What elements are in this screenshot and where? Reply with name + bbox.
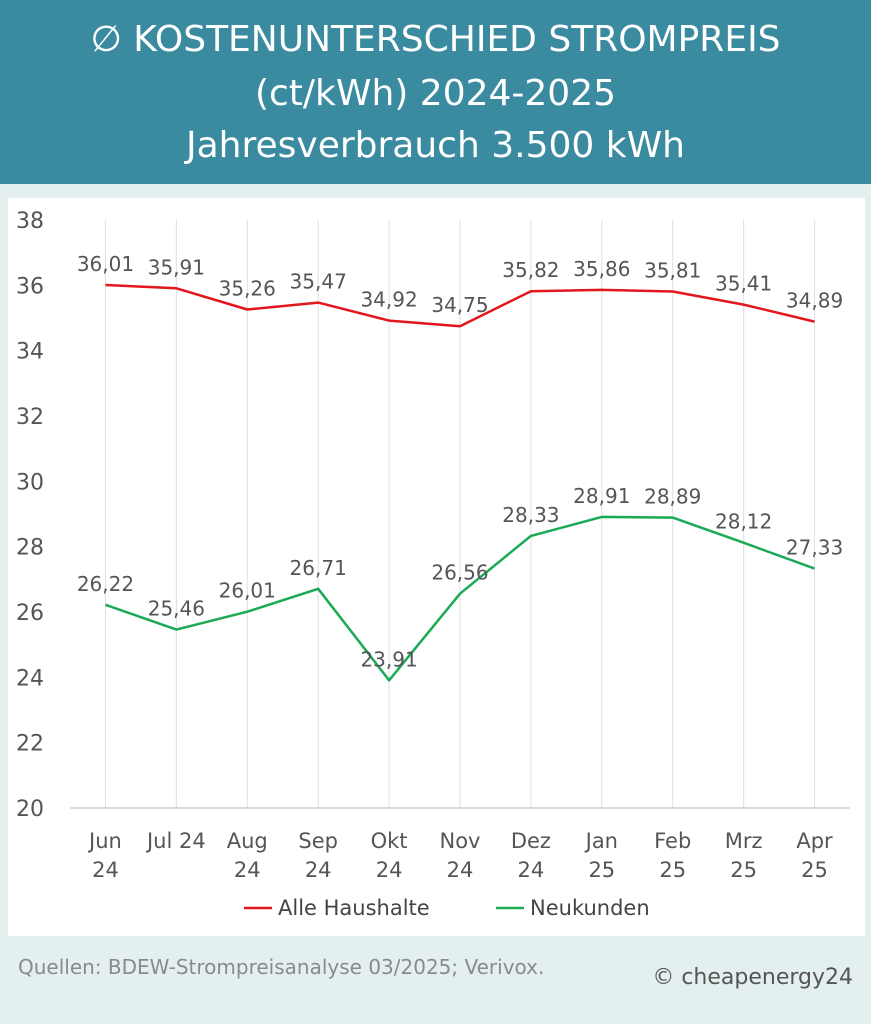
legend-label: Neukunden xyxy=(530,896,650,920)
y-tick-label: 34 xyxy=(16,340,44,365)
y-tick-label: 20 xyxy=(16,797,44,822)
y-tick-label: 30 xyxy=(16,470,44,495)
x-tick-label: Feb 25 xyxy=(654,829,691,882)
data-label: 34,89 xyxy=(786,289,843,313)
data-label: 28,12 xyxy=(715,510,772,534)
x-tick-label: Okt 24 xyxy=(371,829,408,882)
title-banner: ∅ KOSTENUNTERSCHIED STROMPREIS (ct/kWh) … xyxy=(0,0,871,184)
data-label: 35,81 xyxy=(644,259,701,283)
x-tick-label: Aug 24 xyxy=(227,829,268,882)
data-label: 36,01 xyxy=(77,252,134,276)
data-label: 26,01 xyxy=(219,579,276,603)
data-label: 23,91 xyxy=(360,647,417,671)
data-label: 28,89 xyxy=(644,485,701,509)
data-label: 26,71 xyxy=(290,556,347,580)
y-tick-label: 22 xyxy=(16,732,44,757)
data-label: 28,33 xyxy=(502,503,559,527)
chart-panel: 20 22 24 26 28 30 32 34 36 38 Jun 24 Jul 24 Aug 24 Sep… xyxy=(8,198,865,936)
data-label: 25,46 xyxy=(148,597,205,621)
x-tick-label: Dez 24 xyxy=(511,829,551,882)
data-label: 26,56 xyxy=(431,561,488,585)
y-tick-label: 28 xyxy=(16,536,44,561)
data-label: 27,33 xyxy=(786,536,843,560)
data-label: 35,26 xyxy=(219,277,276,301)
y-tick-label: 32 xyxy=(16,405,44,430)
line-chart: 20 22 24 26 28 30 32 34 36 38 Jun 24 Jul 24 Aug 24 Sep… xyxy=(16,209,850,920)
data-label: 35,41 xyxy=(715,272,772,296)
data-label: 35,91 xyxy=(148,255,205,279)
x-tick-label: Jun 24 xyxy=(87,829,122,882)
y-tick-label: 26 xyxy=(16,601,44,626)
data-label: 28,91 xyxy=(573,484,630,508)
data-label: 35,47 xyxy=(290,270,347,294)
data-label: 26,22 xyxy=(77,572,134,596)
x-tick-label: Jan 25 xyxy=(584,829,618,882)
source-note: Quellen: BDEW-Strompreisanalyse 03/2025;… xyxy=(18,955,545,979)
x-tick-label: Mrz 25 xyxy=(725,829,763,882)
title-line-2: (ct/kWh) 2024-2025 xyxy=(254,73,617,114)
legend-label: Alle Haushalte xyxy=(278,896,430,920)
x-axis: Jun 24 Jul 24 Aug 24 Sep 24 Okt 24 Nov 24 Dez 24 Jan 2… xyxy=(87,829,833,882)
data-label: 34,75 xyxy=(431,293,488,317)
x-tick-label: Jul 24 xyxy=(145,829,206,853)
y-tick-label: 24 xyxy=(16,666,44,691)
copyright-note: © cheapenergy24 xyxy=(652,965,853,990)
legend: Alle Haushalte Neukunden xyxy=(244,896,650,920)
data-label: 35,86 xyxy=(573,257,630,281)
x-tick-label: Sep 24 xyxy=(298,829,338,882)
data-label: 34,92 xyxy=(360,288,417,312)
y-axis: 20 22 24 26 28 30 32 34 36 38 xyxy=(16,209,44,822)
gridlines xyxy=(70,220,850,809)
y-tick-label: 36 xyxy=(16,274,44,299)
data-labels: 36,01 35,91 35,26 35,47 34,92 34,75 35,82 35,86… xyxy=(77,252,843,671)
y-tick-label: 38 xyxy=(16,209,44,234)
data-label: 35,82 xyxy=(502,258,559,282)
title-line-3: Jahresverbrauch 3.500 kWh xyxy=(185,125,685,166)
x-tick-label: Nov 24 xyxy=(440,829,481,882)
x-tick-label: Apr 25 xyxy=(796,829,833,882)
series-lines xyxy=(105,283,815,682)
title-line-1: ∅ KOSTENUNTERSCHIED STROMPREIS xyxy=(90,19,781,60)
